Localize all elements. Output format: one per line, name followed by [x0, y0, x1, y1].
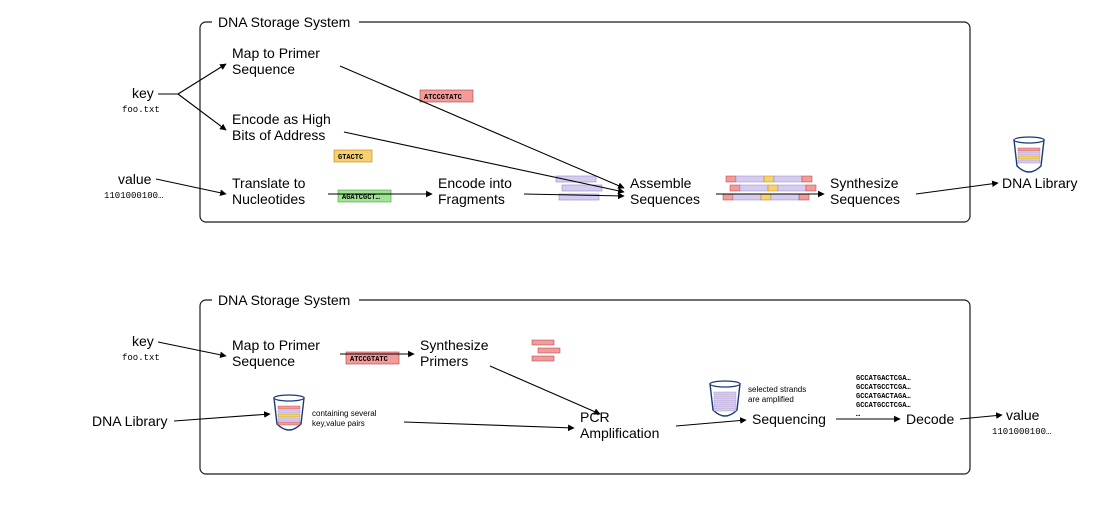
key-label: key: [132, 85, 154, 101]
assembled-seq: [733, 194, 761, 200]
tube-note: selected strands: [748, 385, 806, 394]
tube-note: key,value pairs: [312, 419, 365, 428]
system-frame: [200, 300, 970, 474]
node-encode-highbits: Encode as High: [232, 111, 331, 127]
seq-tag-text: ATCCGTATC: [424, 94, 462, 102]
read-line: GCCATGCCTCGA…: [856, 402, 911, 410]
assembled-seq: [771, 194, 799, 200]
key-label: key: [132, 333, 154, 349]
node-assemble: Sequences: [630, 191, 700, 207]
seq-tag-text: GTACTC: [338, 154, 363, 162]
tube-stripe: [1018, 148, 1040, 151]
dna-library-label: DNA Library: [1002, 175, 1077, 191]
arrow-key-to-highbits: [178, 94, 226, 130]
arrow-key-to-primer: [178, 64, 226, 94]
assembled-seq: [723, 194, 733, 200]
tube-stripe: [714, 400, 736, 403]
node-encode-highbits: Bits of Address: [232, 127, 325, 143]
assembled-seq: [799, 194, 809, 200]
tube-stripe: [714, 392, 736, 395]
node-map-primer: Sequence: [232, 61, 295, 77]
node-decode: Decode: [906, 411, 954, 427]
tube-stripe: [1018, 160, 1040, 163]
assembled-seq: [736, 176, 764, 182]
read-line: GCCATGACTCGA…: [856, 375, 911, 383]
assembled-seq: [806, 185, 816, 191]
tube-stripe: [278, 422, 300, 425]
tube-rim: [710, 381, 740, 387]
tube-stripe: [714, 404, 736, 407]
value-label: value: [1006, 407, 1040, 423]
primer-bar: [532, 356, 554, 361]
assembled-seq: [768, 185, 778, 191]
arrow-decode-to-value: [960, 415, 1002, 419]
tube-note: are amplified: [748, 395, 794, 404]
system-title: DNA Storage System: [218, 14, 350, 30]
value-bits: 1101000100…: [104, 191, 163, 201]
node-encode-fragments: Fragments: [438, 191, 505, 207]
read-line: …: [856, 411, 861, 419]
node-translate-nt: Translate to: [232, 175, 306, 191]
assembled-seq: [802, 176, 812, 182]
key-value: foo.txt: [122, 105, 160, 115]
primer-bar: [532, 340, 554, 345]
value-label: value: [118, 171, 152, 187]
tube-stripe: [278, 406, 300, 409]
key-value: foo.txt: [122, 353, 160, 363]
tube-stripe: [1018, 152, 1040, 155]
tube-stripe: [1018, 156, 1040, 159]
node-assemble: Assemble: [630, 175, 692, 191]
node-translate-nt: Nucleotides: [232, 191, 305, 207]
arrow-primers-to-pcr: [490, 366, 600, 414]
seq-tag-text: ATCCGTATC: [350, 356, 388, 364]
assembled-seq: [761, 194, 771, 200]
node-map-primer: Map to Primer: [232, 337, 320, 353]
tube-rim: [1014, 137, 1044, 143]
node-synth-primers: Primers: [420, 353, 468, 369]
node-sequencing: Sequencing: [752, 411, 826, 427]
tube-stripe: [714, 396, 736, 399]
dna-library-label: DNA Library: [92, 413, 167, 429]
assembled-seq: [778, 185, 806, 191]
node-synth-primers: Synthesize: [420, 337, 489, 353]
value-bits: 1101000100…: [992, 427, 1051, 437]
assembled-seq: [726, 176, 736, 182]
system-title: DNA Storage System: [218, 292, 350, 308]
tube-stripe: [714, 408, 736, 411]
node-pcr: Amplification: [580, 425, 659, 441]
arrow-tube-to-pcr: [404, 422, 574, 428]
assembled-seq: [774, 176, 802, 182]
node-map-primer: Map to Primer: [232, 45, 320, 61]
read-line: GCCATGCCTCGA…: [856, 384, 911, 392]
node-synthesize: Sequences: [830, 191, 900, 207]
primer-bar: [538, 348, 560, 353]
tube-stripe: [278, 418, 300, 421]
tube-stripe: [278, 410, 300, 413]
seq-tag-text: AGATCGCT…: [342, 194, 381, 202]
read-line: GCCATGACTAGA…: [856, 393, 911, 401]
node-encode-fragments: Encode into: [438, 175, 512, 191]
tube-note: containing several: [312, 409, 377, 418]
arrow-value-to-translate: [156, 179, 226, 194]
assembled-seq: [764, 176, 774, 182]
arrow-lib-to-tube: [174, 414, 270, 421]
arrow-key-to-primer2: [158, 342, 226, 356]
assembled-seq: [740, 185, 768, 191]
arrow-primer-to-assemble: [340, 66, 624, 188]
tube-stripe: [278, 414, 300, 417]
arrow-synth-to-lib: [916, 183, 998, 194]
node-synthesize: Synthesize: [830, 175, 899, 191]
assembled-seq: [730, 185, 740, 191]
tube-rim: [274, 395, 304, 401]
node-map-primer: Sequence: [232, 353, 295, 369]
arrow-pcr-to-seq: [676, 420, 746, 426]
